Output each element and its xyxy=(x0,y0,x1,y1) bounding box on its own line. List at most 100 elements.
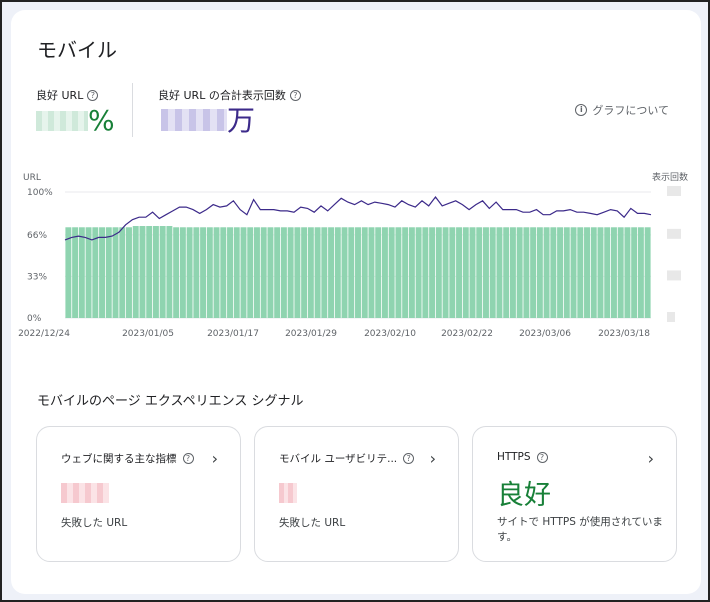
chart-bar xyxy=(139,226,146,318)
good-url-unit: % xyxy=(88,104,115,137)
chart-bar xyxy=(206,227,213,318)
redacted-value xyxy=(161,109,227,131)
chart-bar xyxy=(213,227,220,318)
help-icon[interactable]: ? xyxy=(182,453,194,464)
url-impressions-chart: URL 表示回数 100% 66% 33% 0% 2022/12/24 2023/01/… xyxy=(18,171,688,339)
chart-bar xyxy=(334,227,341,318)
chart-bar xyxy=(287,227,294,318)
about-graph-link[interactable]: i グラフについて xyxy=(575,102,669,118)
chart-bar xyxy=(85,227,92,318)
chart-bar xyxy=(220,227,227,318)
card-caption: サイトで HTTPS が使用されています。 xyxy=(497,516,663,543)
chart-bar xyxy=(543,227,550,318)
y-axis-ticks: 100% 66% 33% 0% xyxy=(27,188,53,324)
https-status: 良好 xyxy=(497,480,551,511)
y-tick-label: 66% xyxy=(27,231,47,241)
page-title: モバイル xyxy=(37,38,117,62)
good-url-metric-value: % xyxy=(36,107,115,135)
x-tick-label: 2023/03/18 xyxy=(598,329,650,339)
chart-bar xyxy=(361,227,368,318)
chart-bar xyxy=(321,227,328,318)
chart-bar xyxy=(604,227,611,318)
impressions-unit: 万 xyxy=(227,104,256,137)
chart-bar xyxy=(72,227,79,318)
chart-bar xyxy=(78,227,85,318)
card-title: ウェブに関する主な指標 ? xyxy=(61,451,194,466)
chart-bars xyxy=(65,226,651,318)
chart-bar xyxy=(65,227,72,318)
chart-bar xyxy=(381,227,388,318)
chart-bar xyxy=(152,226,159,318)
chart-bar xyxy=(456,227,463,318)
chart-bar xyxy=(179,227,186,318)
chart-bar xyxy=(577,227,584,318)
card-title-text: ウェブに関する主な指標 xyxy=(61,453,177,465)
https-card[interactable]: HTTPS ? › 良好 サイトで HTTPS が使用されています。 xyxy=(472,426,677,562)
help-icon[interactable]: ? xyxy=(403,453,415,464)
chart-bar xyxy=(449,227,456,318)
chart-bar xyxy=(166,226,173,318)
impressions-metric-value: 万 xyxy=(161,107,255,135)
chart-bar xyxy=(375,227,382,318)
chart-bar xyxy=(200,227,207,318)
card-title: HTTPS ? xyxy=(497,451,548,463)
chart-bar xyxy=(422,227,429,318)
chart-bar xyxy=(105,227,112,318)
chart-bar xyxy=(476,227,483,318)
chart-bar xyxy=(557,227,564,318)
chart-bar xyxy=(610,227,617,318)
chart-bar xyxy=(496,227,503,318)
card-caption: 失敗した URL xyxy=(279,517,346,529)
right-tick-redacted xyxy=(667,270,681,281)
chart-bar xyxy=(516,227,523,318)
chevron-right-icon[interactable]: › xyxy=(211,449,218,468)
chart-bar xyxy=(301,227,308,318)
good-url-label-text: 良好 URL xyxy=(36,89,84,102)
chart-bar xyxy=(530,227,537,318)
help-icon[interactable]: ? xyxy=(289,89,301,101)
help-icon[interactable]: ? xyxy=(87,89,99,101)
chart-bar xyxy=(227,227,233,318)
impressions-line xyxy=(64,196,652,241)
card-title-text: モバイル ユーザビリテ... xyxy=(279,453,398,465)
chart-bar xyxy=(112,227,119,318)
chart-bar xyxy=(597,227,604,318)
chart-bar xyxy=(233,227,240,318)
good-url-metric-label: 良好 URL ? xyxy=(36,87,99,103)
chart-bar xyxy=(570,227,577,318)
chart-bar xyxy=(240,227,247,318)
chart-bar xyxy=(509,227,516,318)
chart-bar xyxy=(550,227,557,318)
x-tick-label: 2023/03/06 xyxy=(519,329,571,339)
chart-bar xyxy=(617,227,624,318)
chart-bar xyxy=(584,227,590,318)
chart-bar xyxy=(631,227,638,318)
chart-bar xyxy=(173,227,180,318)
y-tick-label: 100% xyxy=(27,188,53,198)
chart-bar xyxy=(132,226,139,318)
help-icon[interactable]: ? xyxy=(536,451,548,463)
metric-divider xyxy=(132,83,133,137)
x-tick-label: 2023/01/29 xyxy=(285,329,337,339)
impressions-metric-label: 良好 URL の合計表示回数 ? xyxy=(158,87,301,103)
chevron-right-icon[interactable]: › xyxy=(429,449,436,468)
info-icon: i xyxy=(575,104,588,116)
chart-bar xyxy=(99,227,106,318)
chart-bar xyxy=(274,227,281,318)
chevron-right-icon[interactable]: › xyxy=(647,449,654,468)
x-tick-label: 2023/02/22 xyxy=(441,329,493,339)
chart-bar xyxy=(328,227,335,318)
core-web-vitals-card[interactable]: ウェブに関する主な指標 ? › 失敗した URL xyxy=(36,426,241,562)
about-graph-label: グラフについて xyxy=(592,104,669,117)
redacted-value xyxy=(36,111,88,131)
mobile-usability-card[interactable]: モバイル ユーザビリテ... ? › 失敗した URL xyxy=(254,426,459,562)
right-axis-label: 表示回数 xyxy=(652,171,688,183)
y-tick-label: 0% xyxy=(27,314,42,324)
x-tick-label: 2023/01/05 xyxy=(122,329,174,339)
chart-bar xyxy=(402,227,409,318)
chart-bar xyxy=(159,226,166,318)
redacted-value xyxy=(279,483,297,503)
left-axis-label: URL xyxy=(23,173,41,183)
chart-bar xyxy=(429,227,436,318)
